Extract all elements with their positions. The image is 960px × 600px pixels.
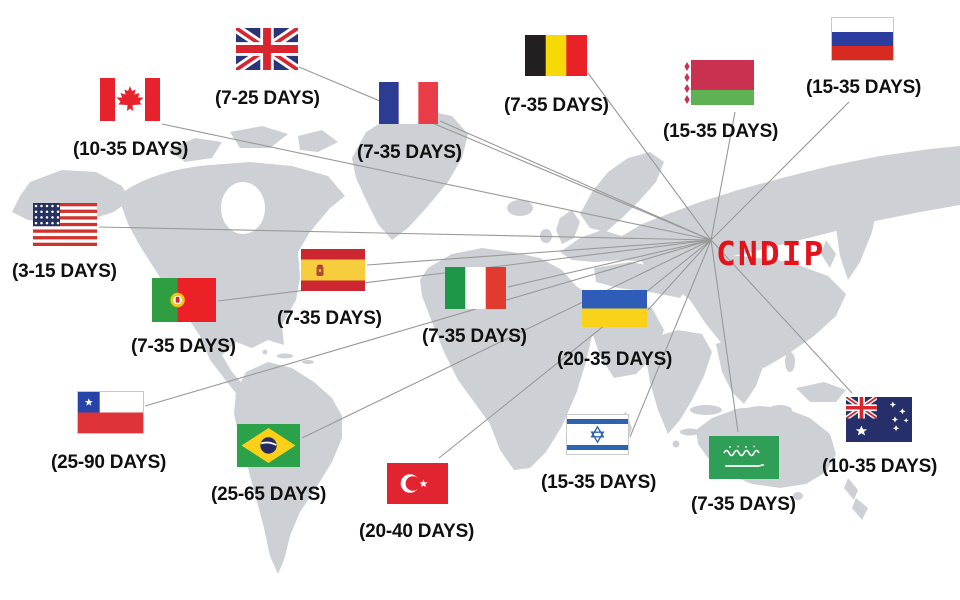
days-label-united-kingdom: (7-25 DAYS) [215, 88, 320, 109]
line-to-usa [98, 226, 712, 241]
days-label-belarus: (15-35 DAYS) [663, 121, 779, 142]
days-label-chile: (25-90 DAYS) [51, 452, 167, 473]
flag-belarus [683, 60, 754, 105]
days-label-belgium: (7-35 DAYS) [504, 95, 609, 116]
flag-brazil [237, 424, 300, 467]
line-to-israel [629, 239, 712, 438]
days-label-italy: (7-35 DAYS) [422, 326, 527, 347]
line-to-italy [507, 239, 712, 288]
flag-saudi-arabia [709, 436, 779, 479]
flag-canada [100, 78, 160, 121]
flag-italy [445, 267, 506, 309]
days-label-australia: (10-35 DAYS) [822, 456, 938, 477]
line-to-australia [710, 239, 853, 394]
flag-turkey [387, 463, 448, 504]
flag-australia [846, 397, 912, 442]
line-to-spain [366, 239, 712, 266]
line-to-brazil [301, 239, 712, 439]
days-label-spain: (7-35 DAYS) [277, 308, 382, 329]
flag-russia [831, 17, 894, 61]
flag-france [379, 82, 438, 124]
flag-portugal [152, 278, 216, 322]
flag-united-kingdom [236, 28, 298, 70]
days-label-israel: (15-35 DAYS) [541, 472, 657, 493]
line-to-belarus [710, 111, 736, 241]
line-to-chile [144, 239, 712, 407]
brand-label: CNDIP [716, 234, 826, 273]
line-to-saudi-arabia [710, 239, 739, 433]
days-label-brazil: (25-65 DAYS) [211, 484, 327, 505]
flag-chile [77, 391, 144, 434]
days-label-united-states: (3-15 DAYS) [12, 261, 117, 282]
line-to-uk [298, 66, 712, 241]
days-label-russia: (15-35 DAYS) [806, 77, 922, 98]
line-to-russia [710, 101, 850, 241]
flag-belgium [525, 35, 587, 76]
days-label-turkey: (20-40 DAYS) [359, 521, 475, 542]
flag-israel [566, 414, 629, 455]
flag-united-states [33, 203, 97, 246]
days-label-saudi-arabia: (7-35 DAYS) [691, 494, 796, 515]
line-to-turkey [438, 239, 712, 459]
flag-ukraine [582, 290, 647, 327]
days-label-portugal: (7-35 DAYS) [131, 336, 236, 357]
line-to-france [439, 120, 712, 241]
days-label-ukraine: (20-35 DAYS) [557, 349, 673, 370]
days-label-france: (7-35 DAYS) [357, 142, 462, 163]
days-label-canada: (10-35 DAYS) [73, 139, 189, 160]
line-to-ukraine [647, 239, 712, 311]
line-to-belgium [587, 72, 712, 241]
flag-spain [301, 249, 365, 291]
line-to-canada [161, 123, 712, 241]
